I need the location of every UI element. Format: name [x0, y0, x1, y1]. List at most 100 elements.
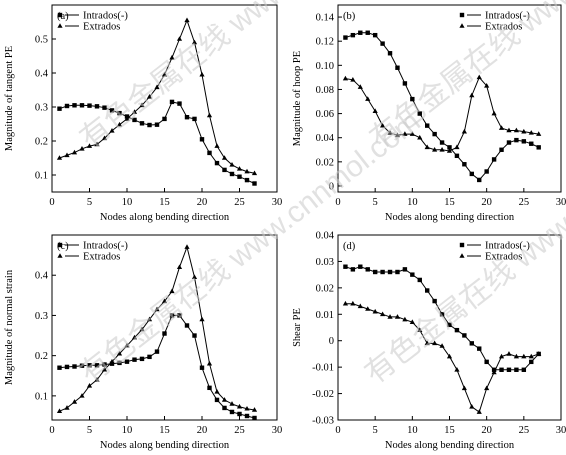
data-point-extrados [350, 300, 356, 306]
x-tick-label: 25 [519, 197, 530, 208]
data-point-extrados [184, 244, 190, 249]
data-point-extrados [101, 366, 108, 372]
data-point-extrados [214, 389, 220, 394]
data-point-extrados [432, 146, 438, 152]
data-point-extrados [206, 360, 213, 366]
data-point-intrados [79, 363, 85, 368]
y-axis-label: Magnitude of normal strain [4, 269, 15, 385]
data-point-extrados [402, 131, 408, 136]
data-point-intrados [499, 147, 504, 152]
data-point-intrados [380, 41, 385, 46]
y-axis-label: Magnitude of hoop PE [292, 51, 303, 146]
data-point-extrados [357, 84, 363, 89]
x-tick-label: 0 [49, 197, 54, 208]
legend-label: Extrados [485, 22, 522, 33]
data-point-extrados [409, 131, 415, 136]
data-point-extrados [169, 288, 175, 294]
data-point-extrados [169, 54, 175, 60]
data-point-extrados [536, 131, 542, 136]
x-axis-label: Nodes along bending direction [100, 440, 230, 451]
y-tick-label: 0 [329, 336, 334, 347]
x-tick-label: 30 [556, 197, 566, 208]
y-tick-label: -0.03 [312, 416, 334, 427]
x-tick-label: 10 [122, 197, 133, 208]
data-point-intrados [365, 267, 370, 272]
data-point-intrados [462, 333, 467, 338]
data-point-extrados [86, 383, 93, 388]
x-tick-label: 30 [556, 425, 566, 436]
data-point-extrados [184, 17, 190, 23]
data-point-intrados [207, 385, 212, 391]
data-point-extrados [484, 83, 490, 88]
data-point-extrados [454, 366, 460, 372]
data-point-extrados [484, 385, 490, 391]
data-point-intrados [529, 359, 534, 365]
x-tick-label: 20 [481, 425, 492, 436]
data-point-intrados [387, 51, 393, 56]
y-tick-label: 0 [329, 181, 334, 192]
data-point-extrados [342, 300, 349, 306]
data-point-intrados [439, 140, 445, 145]
x-tick-label: 15 [159, 197, 170, 208]
data-point-extrados [439, 146, 445, 152]
x-tick-label: 25 [234, 425, 245, 436]
data-point-extrados [191, 274, 198, 280]
chart-panel-4: 0 5 10 15 20 25 30 -0.03 -0.02 -0.01 0 0.01 0.02 0.03… [292, 231, 566, 452]
data-point-intrados [372, 32, 378, 38]
data-point-extrados [469, 92, 475, 98]
data-point-intrados [177, 101, 182, 106]
legend-marker-triangle [57, 253, 63, 258]
data-point-extrados [506, 351, 512, 356]
data-point-intrados [102, 362, 107, 367]
legend-label: Intrados(-) [485, 241, 530, 252]
data-point-intrados [192, 116, 197, 122]
data-point-intrados [410, 96, 415, 102]
data-point-intrados [491, 157, 497, 162]
x-tick-label: 0 [49, 425, 54, 436]
data-point-intrados [162, 116, 167, 122]
x-tick-label: 30 [272, 425, 283, 436]
data-point-extrados [342, 75, 349, 81]
data-point-intrados [425, 288, 430, 293]
data-point-extrados [71, 149, 78, 155]
data-point-extrados [124, 342, 130, 348]
data-point-intrados [521, 139, 527, 144]
y-tick-label: 0.14 [316, 13, 335, 24]
data-point-intrados [462, 162, 467, 167]
y-tick-label: 0.1 [35, 171, 48, 182]
x-tick-label: 5 [87, 197, 92, 208]
data-point-intrados [147, 354, 152, 360]
data-point-intrados [192, 333, 197, 338]
data-point-extrados [476, 74, 482, 80]
data-point-intrados [402, 267, 408, 272]
data-point-intrados [199, 365, 205, 370]
data-point-intrados [102, 105, 107, 110]
x-tick-label: 5 [373, 197, 378, 208]
data-point-extrados [365, 306, 371, 311]
y-tick-label: 0.02 [316, 283, 334, 294]
data-point-extrados [469, 403, 475, 409]
data-point-intrados [477, 346, 482, 351]
legend-label: Extrados [83, 22, 120, 33]
y-tick-label: 0.06 [316, 109, 334, 120]
data-point-intrados [410, 272, 415, 277]
y-tick-label: 0.03 [316, 257, 334, 268]
data-point-intrados [252, 415, 257, 421]
data-point-extrados [528, 353, 534, 359]
y-tick-label: 0.3 [35, 103, 48, 114]
data-point-intrados [229, 171, 235, 177]
data-point-intrados [169, 99, 175, 105]
data-point-intrados [350, 267, 356, 272]
data-point-intrados [514, 137, 519, 143]
data-point-intrados [536, 145, 541, 150]
data-point-intrados [506, 140, 512, 145]
data-point-intrados [469, 171, 474, 177]
data-point-extrados [191, 39, 198, 45]
data-point-extrados [86, 143, 93, 148]
data-point-intrados [199, 137, 205, 142]
data-point-intrados [117, 360, 122, 366]
data-point-extrados [244, 168, 250, 174]
data-point-intrados [417, 277, 422, 283]
y-axis-label: Magnitude of tangent PE [4, 46, 15, 151]
data-point-extrados [64, 405, 70, 410]
